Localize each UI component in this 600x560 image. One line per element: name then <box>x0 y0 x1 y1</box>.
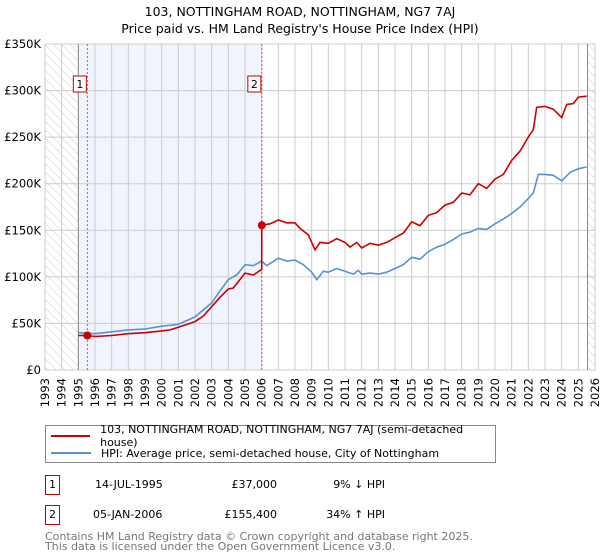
y-tick-label: £350K <box>4 37 41 51</box>
sale-label: 2 <box>251 78 258 91</box>
chart-title: 103, NOTTINGHAM ROAD, NOTTINGHAM, NG7 7A… <box>144 4 456 19</box>
x-tick-label: 2021 <box>505 378 519 407</box>
x-tick-label: 2002 <box>188 378 202 407</box>
y-tick-label: £250K <box>4 130 41 144</box>
legend-label: HPI: Average price, semi-detached house,… <box>101 446 440 460</box>
sale-badge: 2 <box>45 505 60 525</box>
legend-item-hpi: HPI: Average price, semi-detached house,… <box>46 445 439 461</box>
sale-label-box <box>247 75 262 93</box>
y-tick-label: £150K <box>4 223 41 237</box>
sale-label: 1 <box>76 78 83 91</box>
chart-subtitle: Price paid vs. HM Land Registry's House … <box>121 21 479 36</box>
y-tick-label: £100K <box>4 270 41 284</box>
x-tick-label: 2011 <box>338 378 352 407</box>
no-data-hatch <box>587 44 595 370</box>
x-tick-label: 2001 <box>171 378 185 407</box>
x-tick-label: 2023 <box>538 378 552 407</box>
sale-hpi-diff: 34% ↑ HPI <box>326 508 385 521</box>
x-tick-label: 2008 <box>288 378 302 407</box>
y-tick-label: £300K <box>4 84 41 98</box>
sale-period-shading <box>78 44 262 370</box>
x-tick-label: 2009 <box>305 378 319 407</box>
plot-border <box>44 43 596 371</box>
sale-label-box <box>72 75 87 93</box>
property-price-line <box>78 95 587 338</box>
sale-date: 05-JAN-2006 <box>93 508 163 521</box>
sale-price: £155,400 <box>224 508 278 521</box>
sale-point <box>257 221 266 230</box>
x-tick-label: 1993 <box>38 378 52 407</box>
x-tick-label: 2003 <box>205 378 219 407</box>
x-tick-label: 2018 <box>455 378 469 407</box>
x-tick-label: 2020 <box>488 378 502 407</box>
legend-swatch-red <box>51 435 91 437</box>
sale-hpi-diff: 9% ↓ HPI <box>333 478 385 491</box>
sale-price: £37,000 <box>231 478 278 491</box>
x-tick-label: 2007 <box>271 378 285 407</box>
x-tick-label: 2004 <box>221 378 235 407</box>
x-tick-label: 2015 <box>405 378 419 407</box>
footer-copyright: Contains HM Land Registry data © Crown c… <box>45 530 473 543</box>
y-tick-label: £0 <box>26 363 41 377</box>
x-tick-label: 1995 <box>71 378 85 407</box>
x-tick-label: 2013 <box>371 378 385 407</box>
legend-label: 103, NOTTINGHAM ROAD, NOTTINGHAM, NG7 7A… <box>100 423 464 449</box>
x-tick-label: 2017 <box>438 378 452 407</box>
x-tick-label: 1999 <box>138 378 152 407</box>
x-tick-label: 2022 <box>521 378 535 407</box>
sale-row: 2 05-JAN-2006 £155,400 34% ↑ HPI <box>45 505 565 525</box>
footer: Contains HM Land Registry data © Crown c… <box>45 530 473 553</box>
x-tick-label: 1997 <box>105 378 119 407</box>
sale-badge: 1 <box>45 475 60 495</box>
x-tick-label: 2019 <box>471 378 485 407</box>
x-tick-label: 2026 <box>588 378 600 407</box>
y-tick-label: £50K <box>12 316 42 330</box>
x-tick-label: 2006 <box>255 378 269 407</box>
x-tick-label: 2010 <box>321 378 335 407</box>
sale-row: 1 14-JUL-1995 £37,000 9% ↓ HPI <box>45 475 565 495</box>
price-chart: 1993 1994 1995 1996 1997 1998 1999 2000 2001 2002… <box>4 37 600 407</box>
x-tick-label: 2005 <box>238 378 252 407</box>
x-tick-label: 1998 <box>121 378 135 407</box>
legend: 103, NOTTINGHAM ROAD, NOTTINGHAM, NG7 7A… <box>45 423 496 463</box>
hpi-line <box>78 166 587 335</box>
sale-date: 14-JUL-1995 <box>95 478 163 491</box>
x-tick-label: 2014 <box>388 378 402 407</box>
legend-item-property: 103, NOTTINGHAM ROAD, NOTTINGHAM, NG7 7A… <box>46 423 495 449</box>
x-tick-label: 2025 <box>571 378 585 407</box>
y-tick-label: £200K <box>4 177 41 191</box>
x-tick-label: 1996 <box>88 378 102 407</box>
footer-licence: This data is licensed under the Open Gov… <box>45 540 396 553</box>
x-tick-label: 1994 <box>55 378 69 407</box>
x-tick-label: 2012 <box>355 378 369 407</box>
legend-swatch-blue <box>51 452 91 454</box>
x-tick-label: 2000 <box>155 378 169 407</box>
sale-point <box>83 331 92 340</box>
x-tick-label: 2016 <box>421 378 435 407</box>
x-tick-label: 2024 <box>555 378 569 407</box>
